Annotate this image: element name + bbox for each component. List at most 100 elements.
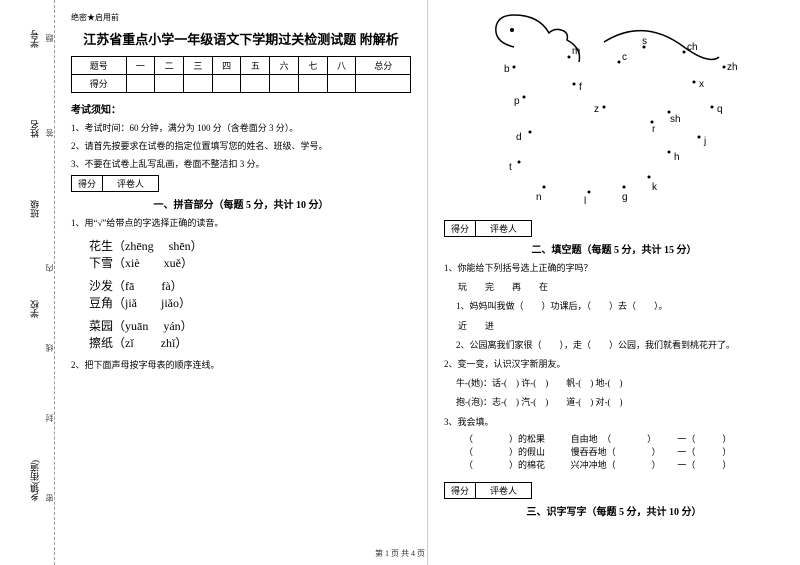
th-6: 六: [270, 57, 299, 75]
section-3-title: 三、识字写字（每题 5 分，共计 10 分）: [444, 503, 784, 518]
q3-0b: 自由地 （ ）: [571, 432, 678, 445]
q3-1b: 慢吞吞地（ ）: [571, 445, 678, 458]
exam-title: 江苏省重点小学一年级语文下学期过关检测试题 附解析: [71, 29, 411, 48]
lbl-h: h: [674, 152, 680, 163]
secret-label: 绝密★启用前: [71, 12, 411, 23]
binding-margin: 学号 姓名 班级 学校 乡镇(街道) 题 答 内 线 封 密: [0, 0, 55, 565]
lbl-d: d: [516, 132, 522, 143]
lbl-l: l: [584, 196, 586, 207]
th-4: 四: [212, 57, 241, 75]
q3-row-2: （ ）的棉花 兴冲冲地（ ） 一（ ）: [464, 458, 784, 471]
page-root: 学号 姓名 班级 学校 乡镇(街道) 题 答 内 线 封 密 绝密★启用前 江苏…: [0, 0, 800, 565]
pinyin-row-0: 花生（zhēng shēn） 下雪（xiè xuě）: [89, 237, 411, 271]
q3-0a: （ ）的松果: [464, 432, 571, 445]
binding-label-xiangzhen: 乡镇(街道): [28, 460, 41, 502]
pinyin-row-2: 菜园（yuān yán） 擦纸（zǐ zhǐ）: [89, 317, 411, 351]
s2-q1c: 近 进: [458, 318, 784, 334]
dash-note-5: 密: [44, 480, 55, 502]
dash-note-3: 线: [44, 330, 55, 352]
s2-q2b: 抱-(泡)：志-( ) 汽-( ) 道-( ) 对-( ): [456, 394, 784, 410]
lbl-z: z: [594, 104, 599, 115]
section-1-title: 一、拼音部分（每题 5 分，共计 10 分）: [71, 196, 411, 211]
dash-note-2: 内: [44, 250, 55, 272]
scorebox3-r: 评卷人: [476, 483, 531, 498]
q3-2a: （ ）的棉花: [464, 458, 571, 471]
q3-1a: （ ）的假山: [464, 445, 571, 458]
dash-note-0: 题: [44, 20, 55, 42]
notice-heading: 考试须知：: [71, 101, 411, 116]
score-table: 题号 一 二 三 四 五 六 七 八 总分 得分: [71, 56, 411, 93]
s2-q1a: 玩 完 再 在: [458, 279, 784, 295]
scorebox-2: 得分评卷人: [444, 220, 532, 237]
s2-q3: 3、我会填。: [444, 414, 784, 430]
q3-row-0: （ ）的松果 自由地 （ ） 一（ ）: [464, 432, 784, 445]
lbl-x: x: [699, 79, 704, 90]
binding-label-xuexiao: 学校: [28, 300, 41, 318]
py-1a: 沙发（fā fà）: [89, 277, 249, 294]
lbl-f: f: [579, 82, 582, 93]
connect-dots-diagram: b p m f d t n l g k h j q x zh ch sh: [474, 12, 754, 212]
binding-label-xuehao: 学号: [28, 30, 41, 48]
th-5: 五: [241, 57, 270, 75]
pinyin-row-1: 沙发（fā fà） 豆角（jiǎ jiǎo）: [89, 277, 411, 311]
right-column: b p m f d t n l g k h j q x zh ch sh: [428, 0, 800, 565]
py-0b: 下雪（xiè xuě）: [89, 254, 249, 271]
py-2a: 菜园（yuān yán）: [89, 317, 249, 334]
score-value-row: 得分: [72, 75, 411, 93]
q3-1c: 一（ ）: [677, 445, 784, 458]
lbl-q: q: [717, 104, 723, 115]
lbl-r: r: [652, 124, 656, 135]
s2-q1b: 1、妈妈叫我做（ ）功课后，（ ）去（ ）。: [456, 298, 784, 314]
lbl-b: b: [504, 64, 510, 75]
th-8: 八: [327, 57, 356, 75]
th-2: 二: [155, 57, 184, 75]
th-3: 三: [184, 57, 213, 75]
lbl-t: t: [509, 162, 512, 173]
scorebox2-r: 评卷人: [476, 221, 531, 236]
dash-note-4: 封: [44, 400, 55, 422]
th-1: 一: [126, 57, 155, 75]
binding-label-banji: 班级: [28, 200, 41, 218]
s1-q2: 2、把下面声母按字母表的顺序连线。: [71, 357, 411, 373]
section-2-title: 二、填空题（每题 5 分，共计 15 分）: [444, 241, 784, 256]
s2-q1d: 2、公园离我们家很（ ），走（ ）公园，我们就看到桃花开了。: [456, 337, 784, 353]
py-2b: 擦纸（zǐ zhǐ）: [89, 334, 249, 351]
lbl-c: c: [622, 52, 627, 63]
lbl-sh: sh: [670, 114, 681, 125]
s2-q2: 2、变一变，认识汉字新朋友。: [444, 356, 784, 372]
score-header-row: 题号 一 二 三 四 五 六 七 八 总分: [72, 57, 411, 75]
binding-label-xingming: 姓名: [28, 120, 41, 138]
q3-2b: 兴冲冲地（ ）: [571, 458, 678, 471]
scorebox2-l: 得分: [445, 221, 476, 236]
py-1b: 豆角（jiǎ jiǎo）: [89, 294, 249, 311]
scorebox-3: 得分评卷人: [444, 482, 532, 499]
scorebox-l: 得分: [72, 176, 103, 191]
s2-q1: 1、你能给下列括号选上正确的字吗？: [444, 260, 784, 276]
th-7: 七: [298, 57, 327, 75]
left-column: 绝密★启用前 江苏省重点小学一年级语文下学期过关检测试题 附解析 题号 一 二 …: [55, 0, 428, 565]
scorebox-r: 评卷人: [103, 176, 158, 191]
notice-3: 3、不要在试卷上乱写乱画，卷面不整洁扣 3 分。: [71, 156, 411, 172]
q3-row-1: （ ）的假山 慢吞吞地（ ） 一（ ）: [464, 445, 784, 458]
q3-2c: 一（ ）: [677, 458, 784, 471]
scorebox3-l: 得分: [445, 483, 476, 498]
row-label: 得分: [72, 75, 127, 93]
scorebox-1: 得分评卷人: [71, 175, 159, 192]
page-footer: 第 1 页 共 4 页: [0, 548, 800, 559]
lbl-s: s: [642, 36, 647, 47]
q3-0c: 一（ ）: [677, 432, 784, 445]
lbl-zh: zh: [727, 62, 738, 73]
lbl-m: m: [572, 46, 580, 57]
notice-2: 2、请首先按要求在试卷的指定位置填写您的姓名、班级、学号。: [71, 138, 411, 154]
lbl-ch: ch: [687, 42, 698, 53]
th-0: 题号: [72, 57, 127, 75]
s2-q2a: 牛-(她)：话-( ) 许-( ) 帆-( ) 地-( ): [456, 375, 784, 391]
lbl-n: n: [536, 192, 542, 203]
lbl-p: p: [514, 96, 520, 107]
py-0a: 花生（zhēng shēn）: [89, 237, 249, 254]
th-9: 总分: [356, 57, 411, 75]
lbl-k: k: [652, 182, 658, 193]
lbl-j: j: [703, 136, 706, 147]
s1-q1: 1、用“√”给带点的字选择正确的读音。: [71, 215, 411, 231]
notice-1: 1、考试时间：60 分钟，满分为 100 分（含卷面分 3 分）。: [71, 120, 411, 136]
